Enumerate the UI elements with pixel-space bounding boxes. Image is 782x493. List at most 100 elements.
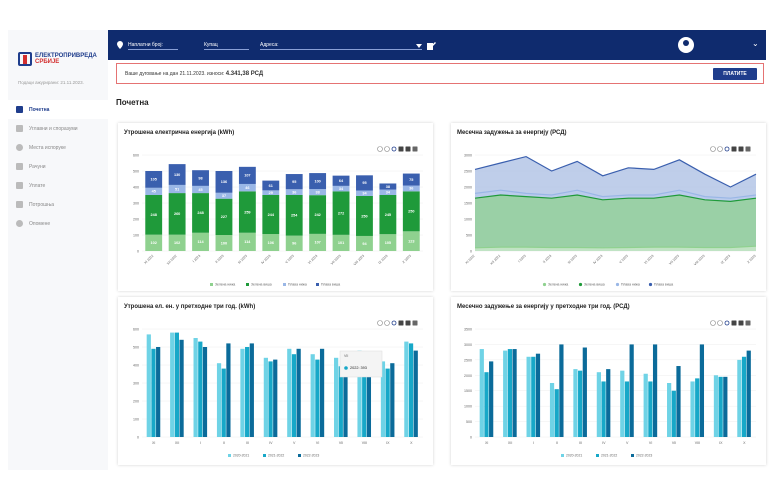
zoom-select-icon[interactable] [724,146,730,152]
bar[interactable] [643,373,648,437]
bar[interactable] [531,356,536,437]
zoom-select-icon[interactable] [391,320,397,326]
bar-segment[interactable] [356,190,373,196]
bar[interactable] [489,361,494,437]
bar-segment[interactable] [262,195,280,235]
zoom-select-icon[interactable] [724,320,730,326]
bar[interactable] [216,363,222,437]
bar-segment[interactable] [192,193,209,233]
bar[interactable] [296,348,301,437]
bar[interactable] [380,361,386,437]
zoom-out-icon[interactable] [384,320,390,326]
bar[interactable] [723,376,728,437]
bar[interactable] [596,372,601,437]
bar-segment[interactable] [192,170,209,186]
zoom-out-icon[interactable] [717,320,723,326]
bar-segment[interactable] [192,232,209,251]
bar-segment[interactable] [402,185,420,192]
bar[interactable] [357,350,362,437]
sidebar-item-2[interactable]: Углавни и споразуми [8,119,108,138]
bar[interactable] [174,332,179,437]
bar[interactable] [287,348,292,437]
bar[interactable] [699,344,705,437]
bar-segment[interactable] [215,192,233,199]
bar[interactable] [408,343,414,437]
bar-segment[interactable] [332,191,350,235]
bar[interactable] [559,344,564,437]
pan-icon[interactable] [398,146,404,152]
bar[interactable] [193,338,198,437]
bar-segment[interactable] [238,191,256,233]
home-icon[interactable] [738,146,744,152]
bar[interactable] [695,378,700,437]
bar[interactable] [240,348,245,437]
sidebar-item-4[interactable]: Рачуни [8,157,108,176]
pan-icon[interactable] [398,320,404,326]
bar[interactable] [413,350,418,437]
bar[interactable] [503,350,508,437]
bar[interactable] [273,359,278,437]
bar-segment[interactable] [215,198,233,235]
menu-icon[interactable] [745,320,751,326]
bar-segment[interactable] [332,185,350,192]
edit-icon[interactable] [427,41,436,50]
bar[interactable] [578,370,583,437]
bar-segment[interactable] [215,235,233,251]
bar[interactable] [291,354,297,437]
logo[interactable]: ЕЛЕКТРОПРИВРЕДА СРБИЈЕ [18,52,97,66]
bar-segment[interactable] [309,189,327,196]
bar-segment[interactable] [356,195,373,236]
bar[interactable] [179,339,184,437]
bar[interactable] [554,389,559,437]
bar[interactable] [676,366,681,437]
bar-segment[interactable] [379,183,397,190]
bar[interactable] [746,350,751,437]
bar[interactable] [338,366,343,437]
home-icon[interactable] [405,320,411,326]
bar-segment[interactable] [238,183,256,192]
bar[interactable] [601,381,606,437]
bar[interactable] [629,344,634,437]
bar[interactable] [151,348,156,437]
bar[interactable] [226,343,231,437]
bar[interactable] [385,368,390,437]
bar[interactable] [737,359,742,437]
zoom-out-icon[interactable] [384,146,390,152]
menu-icon[interactable] [745,146,751,152]
sidebar-item-7[interactable]: Опомене [8,214,108,233]
bar-segment[interactable] [309,173,327,190]
menu-icon[interactable] [412,146,418,152]
bar-segment[interactable] [192,185,209,194]
pan-icon[interactable] [731,320,737,326]
bar[interactable] [268,361,273,437]
chevron-down-icon[interactable]: ⌄ [752,39,759,48]
bar-segment[interactable] [168,184,186,194]
bar-segment[interactable] [356,175,373,191]
bar-segment[interactable] [168,234,186,251]
bar[interactable] [526,356,531,437]
zoom-select-icon[interactable] [391,146,397,152]
home-icon[interactable] [738,320,744,326]
bar[interactable] [221,368,226,437]
bar[interactable] [310,354,315,437]
bar[interactable] [713,375,719,437]
sidebar-item-3[interactable]: Места испоруке [8,138,108,157]
bar[interactable] [343,365,348,437]
home-icon[interactable] [405,146,411,152]
zoom-out-icon[interactable] [717,146,723,152]
bar[interactable] [315,359,320,437]
pay-button[interactable]: ПЛАТИТЕ [713,68,757,80]
account-number-field[interactable]: Наплатни број: [128,42,163,48]
bar-segment[interactable] [379,189,397,195]
bar[interactable] [512,349,517,437]
customer-field[interactable]: Купац [204,42,218,48]
bar[interactable] [404,341,409,437]
bar[interactable] [671,390,676,437]
bar[interactable] [549,383,555,437]
bar[interactable] [718,376,723,437]
bar-segment[interactable] [379,195,397,235]
sidebar-item-1[interactable]: Почетна [8,100,108,119]
bar[interactable] [573,369,578,437]
bar[interactable] [334,357,339,437]
bar[interactable] [198,341,203,437]
